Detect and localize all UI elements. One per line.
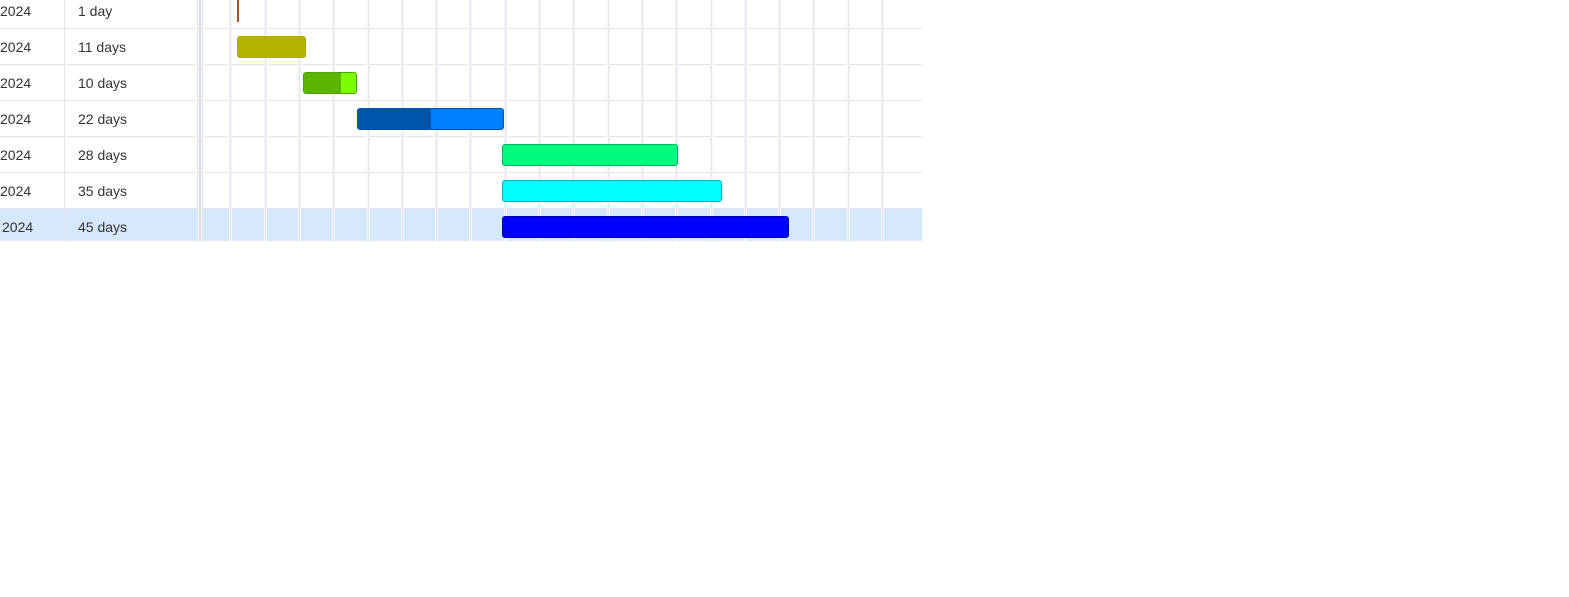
timeline-gridline — [264, 0, 266, 241]
timeline-gridline — [573, 0, 575, 241]
task-start-date-cell[interactable]: 2024 — [0, 101, 65, 136]
task-start-date-cell[interactable]: 2024 — [0, 65, 65, 100]
timeline-row — [203, 173, 922, 209]
timeline-chart — [203, 0, 922, 241]
task-duration-cell[interactable]: 22 days — [78, 110, 128, 127]
task-row[interactable]: 2024 45 days — [0, 209, 197, 241]
task-duration-cell[interactable]: 28 days — [78, 146, 128, 163]
task-bar[interactable] — [501, 180, 723, 202]
task-row[interactable]: 2024 22 days — [0, 101, 197, 137]
timeline-gridline — [298, 0, 300, 241]
task-duration-cell[interactable]: 45 days — [78, 218, 128, 235]
timeline-row — [203, 29, 922, 65]
task-row[interactable]: 2024 10 days — [0, 65, 197, 101]
task-bar[interactable] — [237, 36, 306, 58]
task-start-date-cell[interactable]: 2024 — [0, 29, 65, 64]
timeline-row — [203, 65, 922, 101]
timeline-gridline — [230, 0, 232, 241]
task-start-date-cell[interactable]: 2024 — [0, 137, 65, 172]
task-start-date-cell[interactable]: 2024 — [0, 173, 65, 208]
timeline-gridline — [710, 0, 712, 241]
task-duration-cell[interactable]: 35 days — [78, 182, 128, 199]
task-start-date-cell[interactable]: 2024 — [0, 209, 65, 241]
task-duration-cell[interactable]: 1 day — [78, 2, 113, 19]
timeline-gridline — [779, 0, 781, 241]
task-bar[interactable] — [303, 72, 358, 94]
timeline-row — [203, 137, 922, 173]
task-row[interactable]: 2024 28 days — [0, 137, 197, 173]
pane-splitter[interactable] — [197, 0, 203, 241]
timeline-gridline — [607, 0, 609, 241]
task-bar[interactable] — [501, 216, 789, 238]
gantt-chart: 2024 1 day 2024 11 days 2024 10 days 2024 22 da… — [0, 0, 922, 241]
task-duration-cell[interactable]: 10 days — [78, 74, 128, 91]
task-bar[interactable] — [501, 144, 679, 166]
timeline-gridline — [504, 0, 506, 241]
task-row[interactable]: 2024 11 days — [0, 29, 197, 65]
task-progress-fill — [304, 73, 341, 93]
timeline-gridline — [813, 0, 815, 241]
timeline-row — [203, 0, 922, 29]
task-start-date-cell[interactable]: 2024 — [0, 0, 65, 28]
task-grid: 2024 1 day 2024 11 days 2024 10 days 2024 22 da… — [0, 0, 197, 241]
timeline-gridline — [676, 0, 678, 241]
task-row[interactable]: 2024 1 day — [0, 0, 197, 29]
task-bar[interactable] — [357, 108, 505, 130]
task-duration-cell[interactable]: 11 days — [78, 38, 126, 55]
timeline-gridline — [847, 0, 849, 241]
timeline-gridline — [539, 0, 540, 241]
timeline-row — [203, 101, 922, 137]
task-row[interactable]: 2024 35 days — [0, 173, 197, 209]
timeline-gridline — [744, 0, 746, 241]
timeline-gridline — [882, 0, 883, 241]
task-milestone-bar[interactable] — [236, 0, 239, 22]
timeline-gridline — [333, 0, 335, 241]
task-progress-fill — [358, 109, 431, 129]
timeline-gridline — [641, 0, 643, 241]
